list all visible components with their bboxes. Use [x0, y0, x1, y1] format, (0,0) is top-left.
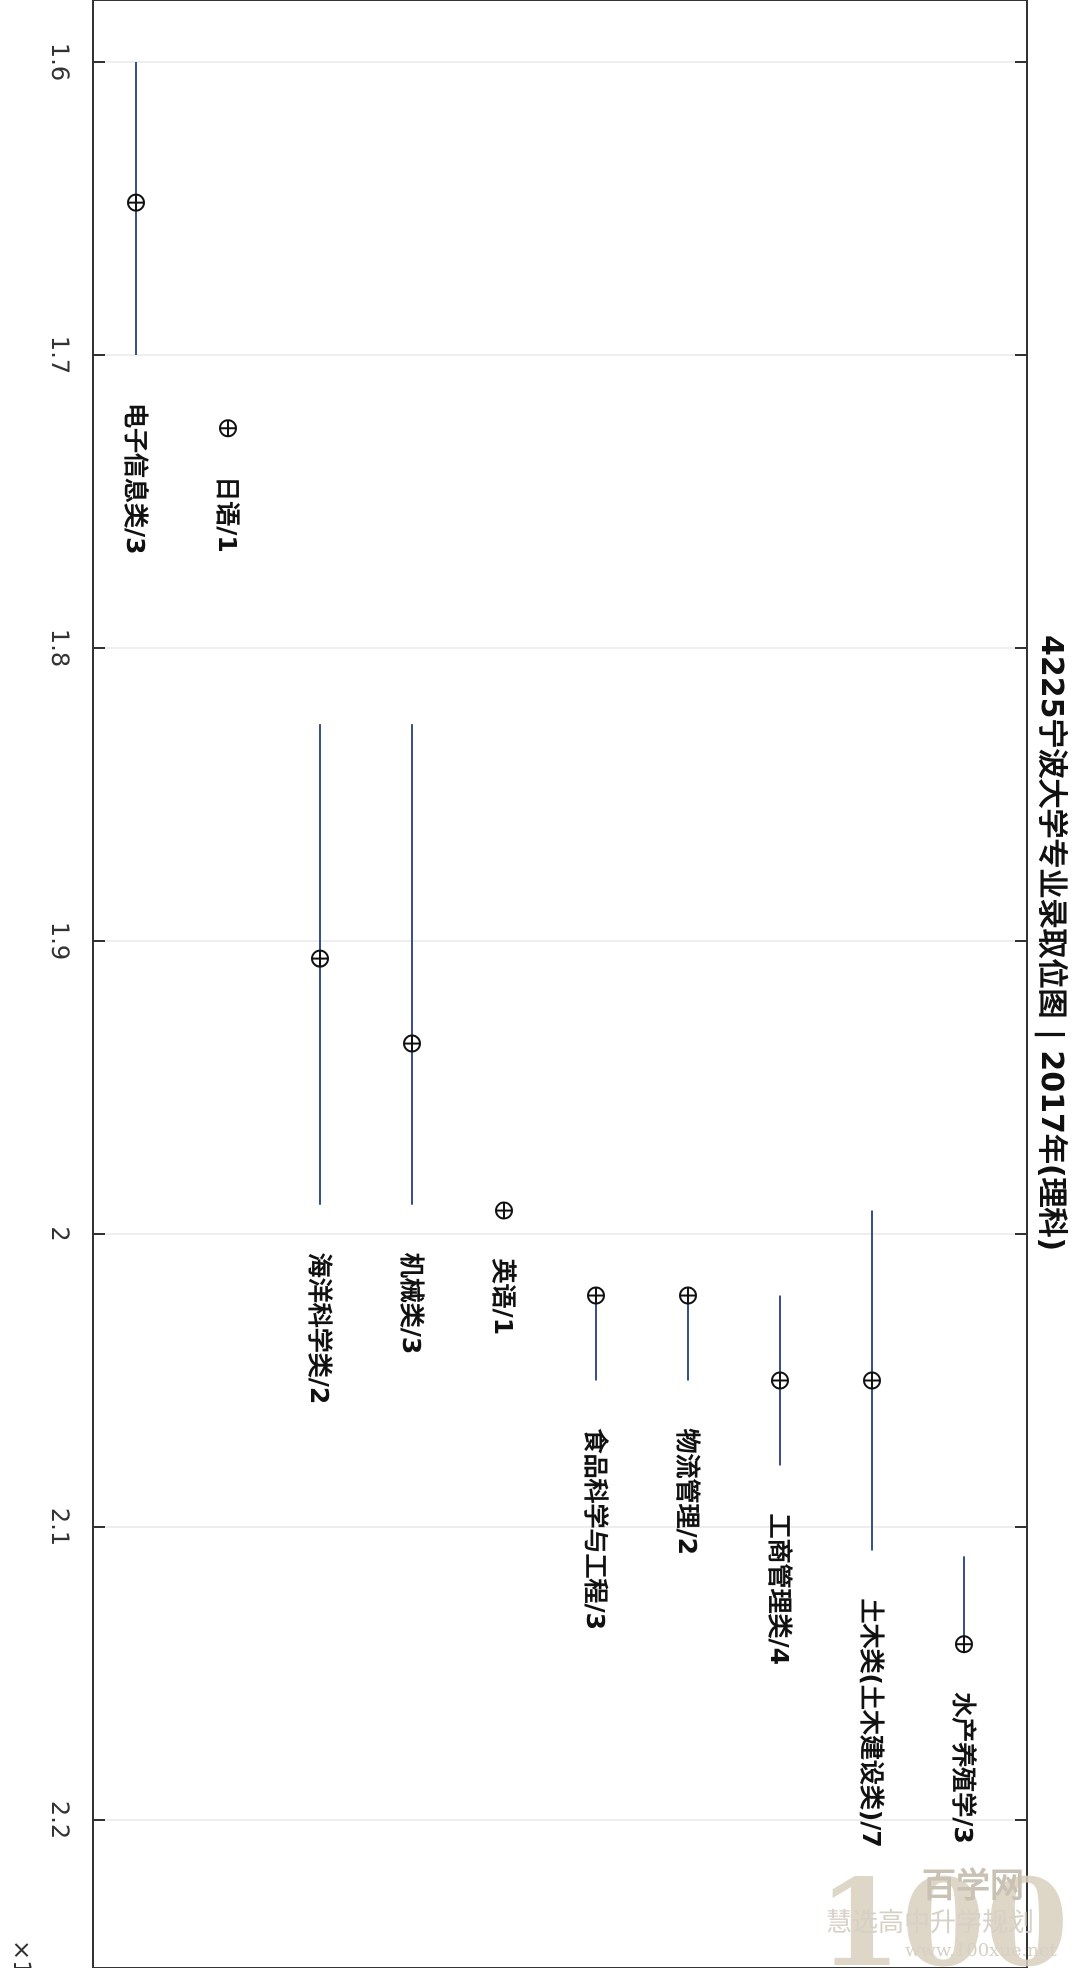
watermark-sub: 慧选高中升学规划 — [826, 1908, 1034, 1938]
plot-frame — [92, 0, 1028, 1968]
watermark-url: www.100xue.net — [905, 1940, 1058, 1961]
major-label: 土木类(土木建设类)/7 — [857, 1598, 886, 1847]
data-point — [219, 419, 237, 438]
watermark: 100 百学网 慧选高中升学规划 www.100xue.net — [818, 1853, 1069, 1968]
data-point — [403, 1034, 421, 1053]
major-label: 食品科学与工程/3 — [581, 1429, 610, 1631]
watermark-brand: 百学网 — [922, 1866, 1024, 1906]
chart-title: 4225宁波大学专业录取位图 | 2017年(理科) — [1034, 635, 1069, 1251]
data-point — [495, 1201, 513, 1220]
data-point — [127, 193, 145, 212]
data-point — [863, 1371, 881, 1390]
major-label: 工商管理类/4 — [765, 1513, 794, 1665]
major-label: 海洋科学类/2 — [305, 1253, 334, 1405]
axis-ticks: 1.6 1.7 1.8 1.9 2 2.1 2.2 — [46, 43, 1027, 1839]
data-point — [311, 949, 329, 968]
data-point — [679, 1286, 697, 1305]
axis-exponent-label: ×10⁴ — [8, 1940, 36, 1968]
tick-label: 1.9 — [46, 922, 74, 960]
data-point — [587, 1286, 605, 1305]
data-point — [771, 1371, 789, 1390]
major-label: 电子信息类/3 — [121, 403, 150, 555]
tick-label: 1.6 — [46, 43, 74, 81]
tick-label: 2.1 — [46, 1508, 74, 1546]
major-label: 日语/1 — [213, 476, 242, 553]
grid — [93, 61, 1027, 1821]
data-points — [127, 193, 973, 1654]
data-point — [955, 1635, 973, 1654]
major-label: 英语/1 — [489, 1259, 518, 1336]
major-labels: 电子信息类/3 日语/1 海洋科学类/2 机械类/3 英语/1 食品科学与工程/3 物流管理… — [121, 403, 978, 1848]
tick-label: 1.7 — [46, 336, 74, 374]
major-label: 机械类/3 — [397, 1253, 426, 1355]
tick-label: 1.8 — [46, 629, 74, 667]
major-label: 水产养殖学/3 — [949, 1692, 978, 1844]
major-label: 物流管理/2 — [673, 1429, 702, 1556]
range-lines — [135, 62, 965, 1645]
watermark-logo: 100 — [818, 1853, 1069, 1968]
tick-label: 2 — [46, 1226, 74, 1241]
tick-label: 2.2 — [46, 1801, 74, 1839]
